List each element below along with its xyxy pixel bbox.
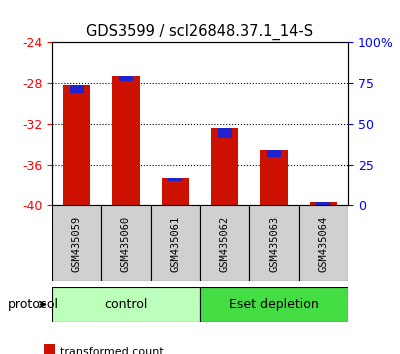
Text: GSM435059: GSM435059 [72, 215, 82, 272]
Bar [211, 128, 238, 205]
Bar [200, 205, 249, 281]
Bar [119, 76, 133, 81]
Bar [151, 205, 200, 281]
Bar [70, 85, 84, 93]
Bar [52, 205, 101, 281]
Bar [218, 128, 232, 138]
Bar [299, 205, 348, 281]
Bar [112, 76, 140, 205]
Bar [310, 202, 337, 205]
Bar [267, 150, 281, 157]
Text: GSM435062: GSM435062 [220, 215, 230, 272]
Text: control: control [104, 298, 148, 311]
Bar [168, 178, 182, 181]
Text: GSM435063: GSM435063 [269, 215, 279, 272]
Bar [63, 85, 90, 205]
Text: GSM435061: GSM435061 [170, 215, 180, 272]
Bar [249, 205, 299, 281]
Text: transformed count: transformed count [60, 347, 163, 354]
Bar [44, 344, 55, 354]
Bar [162, 178, 189, 205]
Text: protocol: protocol [8, 298, 59, 311]
Bar [316, 202, 330, 218]
Title: GDS3599 / scl26848.37.1_14-S: GDS3599 / scl26848.37.1_14-S [86, 23, 314, 40]
Bar [200, 287, 348, 322]
Bar [101, 205, 151, 281]
Text: GSM435064: GSM435064 [318, 215, 328, 272]
Bar [260, 150, 288, 205]
Text: Eset depletion: Eset depletion [229, 298, 319, 311]
Text: GSM435060: GSM435060 [121, 215, 131, 272]
Bar [52, 287, 200, 322]
